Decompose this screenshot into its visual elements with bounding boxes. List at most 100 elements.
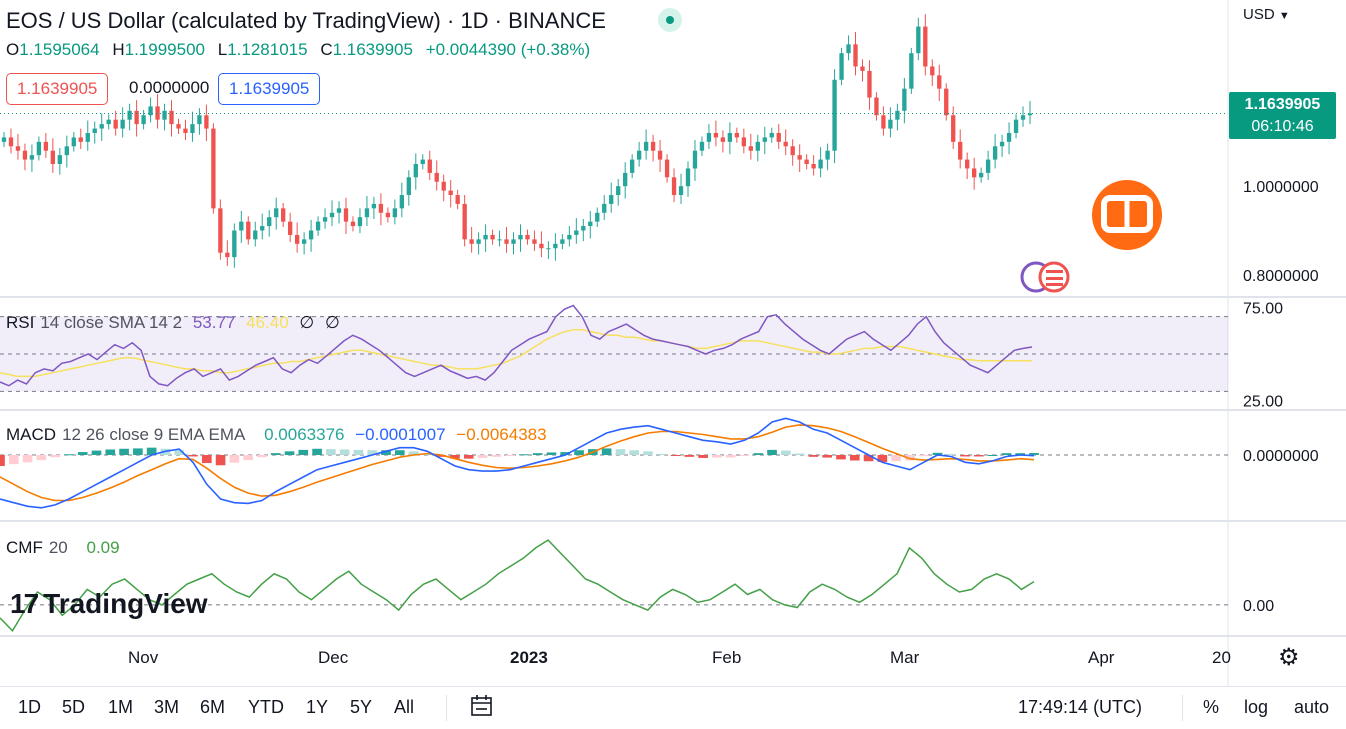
macd-histogram-bar bbox=[1001, 453, 1012, 455]
timeframe-all[interactable]: All bbox=[394, 697, 415, 717]
candle-body bbox=[120, 119, 125, 129]
chevron-down-icon: ▼ bbox=[1278, 10, 1290, 22]
macd-histogram-bar bbox=[877, 455, 888, 462]
candle-body bbox=[497, 239, 502, 241]
candle-body bbox=[301, 239, 307, 244]
candle-body bbox=[720, 137, 726, 142]
rsi-extra-1: ∅ bbox=[299, 313, 315, 332]
macd-histogram-bar bbox=[615, 449, 626, 455]
utc-clock[interactable]: 17:49:14 (UTC) bbox=[1018, 697, 1143, 717]
flag-stripe bbox=[1046, 283, 1063, 286]
timeframe-1m[interactable]: 1M bbox=[108, 697, 134, 717]
candle-body bbox=[532, 239, 537, 244]
calendar-range-icon[interactable] bbox=[470, 693, 494, 724]
candle-body bbox=[874, 97, 879, 116]
candle-body bbox=[811, 164, 816, 169]
candle-body bbox=[315, 221, 321, 231]
divider bbox=[1182, 695, 1183, 721]
timeframe-1d[interactable]: 1D bbox=[18, 697, 42, 717]
candle-body bbox=[420, 159, 425, 165]
macd-histogram-bar bbox=[284, 451, 295, 455]
timeframe-5y[interactable]: 5Y bbox=[350, 697, 373, 717]
candle-body bbox=[287, 221, 293, 235]
candle-body bbox=[692, 150, 698, 169]
macd-histogram-bar bbox=[133, 448, 143, 455]
macd-histogram-bar bbox=[381, 450, 391, 455]
candle-body bbox=[483, 234, 488, 240]
candle-body bbox=[267, 217, 272, 227]
buy-price-button[interactable]: 1.1639905 bbox=[218, 73, 321, 105]
candle-body bbox=[239, 221, 244, 231]
log-toggle[interactable]: log bbox=[1244, 697, 1269, 717]
macd-histogram-bar bbox=[643, 451, 653, 455]
candle-body bbox=[888, 119, 893, 129]
market-open-status-icon bbox=[658, 8, 682, 32]
macd-histogram-bar bbox=[105, 449, 116, 455]
candle-body bbox=[629, 159, 635, 173]
candle-body bbox=[329, 212, 335, 218]
candle-body bbox=[748, 146, 753, 151]
candle-body bbox=[176, 124, 181, 129]
candle-body bbox=[50, 150, 56, 165]
timeframe-ytd[interactable]: YTD bbox=[248, 697, 284, 717]
tradingview-logo[interactable]: 17 TradingView bbox=[10, 588, 208, 620]
candle-body bbox=[595, 212, 600, 222]
macd-histogram-bar bbox=[1029, 453, 1039, 455]
candle-body bbox=[713, 132, 719, 138]
cmf-tick-label: 0.00 bbox=[1243, 598, 1274, 615]
candle-body bbox=[588, 221, 593, 227]
rsi-legend[interactable]: RSI 14 close SMA 14 2 53.77 46.40 ∅ ∅ bbox=[6, 313, 346, 333]
macd-histogram-bar bbox=[532, 453, 543, 455]
high-value: 1.1999500 bbox=[124, 40, 205, 59]
timeframe-1y[interactable]: 1Y bbox=[306, 697, 329, 717]
candle-body bbox=[1006, 132, 1012, 142]
macd-histogram-bar bbox=[77, 452, 88, 455]
candle-body bbox=[183, 128, 188, 133]
candle-body bbox=[113, 119, 118, 129]
candle-body bbox=[322, 217, 328, 222]
low-label: L bbox=[217, 40, 228, 59]
macd-histogram-bar bbox=[36, 455, 47, 461]
macd-line bbox=[0, 417, 1035, 509]
macd-histogram-bar bbox=[353, 449, 364, 455]
timeframe-3m[interactable]: 3M bbox=[154, 697, 180, 717]
macd-histogram-bar bbox=[794, 453, 805, 455]
candle-body bbox=[78, 137, 83, 142]
candle-body bbox=[218, 208, 223, 253]
gear-icon[interactable]: ⚙ bbox=[1278, 644, 1300, 671]
time-label: Nov bbox=[128, 648, 159, 667]
macd-histogram-bar bbox=[0, 455, 5, 466]
candle-body bbox=[860, 66, 865, 71]
candle-body bbox=[490, 234, 495, 240]
cmf-legend[interactable]: CMF 20 0.09 bbox=[6, 538, 126, 558]
cmf-name: CMF bbox=[6, 538, 43, 557]
macd-histogram-bar bbox=[174, 450, 185, 455]
candle-body bbox=[923, 26, 928, 67]
candle-body bbox=[211, 128, 216, 209]
candle-body bbox=[804, 159, 809, 165]
candle-body bbox=[539, 243, 544, 249]
macd-histogram-bar bbox=[918, 455, 929, 457]
sell-price-button[interactable]: 1.1639905 bbox=[6, 73, 109, 105]
macd-histogram-bar bbox=[243, 455, 253, 461]
macd-histogram-bar bbox=[64, 454, 74, 456]
timeframe-6m[interactable]: 6M bbox=[200, 697, 226, 717]
rsi-sma-line bbox=[0, 328, 1032, 378]
candle-body bbox=[427, 159, 432, 173]
candle-body bbox=[895, 110, 900, 120]
currency-selector[interactable]: USD ▼ bbox=[1243, 6, 1290, 23]
candle-body bbox=[371, 203, 377, 209]
candle-body bbox=[274, 208, 279, 218]
percent-toggle[interactable]: % bbox=[1203, 697, 1220, 717]
auto-toggle[interactable]: auto bbox=[1294, 697, 1330, 717]
candle-body bbox=[169, 110, 174, 125]
macd-legend[interactable]: MACD 12 26 close 9 EMA EMA 0.0063376 −0.0… bbox=[6, 425, 553, 445]
symbol-title[interactable]: EOS / US Dollar (calculated by TradingVi… bbox=[6, 8, 606, 33]
candle-body bbox=[134, 110, 139, 125]
candle-body bbox=[650, 141, 656, 151]
candle-body bbox=[15, 146, 21, 151]
macd-histogram-bar bbox=[22, 455, 33, 463]
spread-value: 0.0000000 bbox=[129, 78, 210, 97]
timeframe-5d[interactable]: 5D bbox=[62, 697, 86, 717]
